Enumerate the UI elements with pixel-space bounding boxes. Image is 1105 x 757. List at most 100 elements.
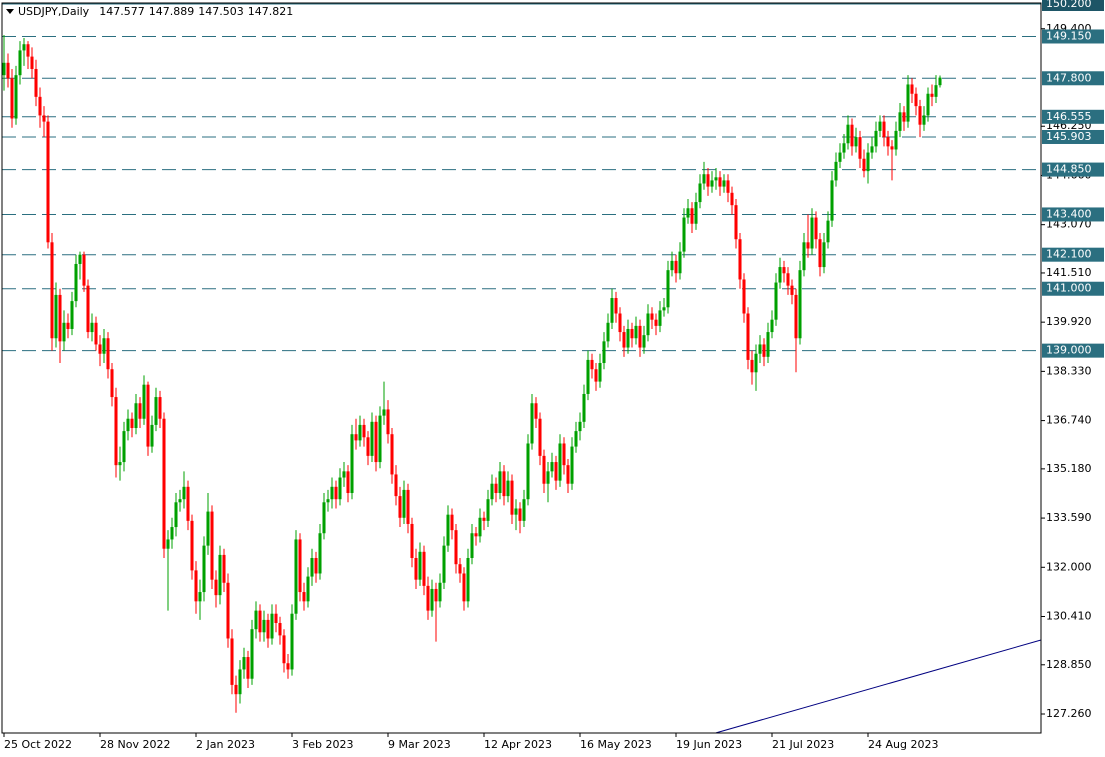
y-tick-label: 127.260 [1046, 707, 1092, 720]
level-label: 149.150 [1046, 29, 1092, 42]
candle-body [434, 588, 438, 602]
candle-body [194, 570, 198, 602]
candle-body [298, 539, 302, 593]
level-box [1042, 162, 1104, 177]
candle-body [46, 121, 50, 243]
level-box [1042, 281, 1104, 296]
candle-body [514, 508, 518, 515]
candle-body [542, 455, 546, 484]
candle-body [674, 260, 678, 274]
candle-body [62, 322, 66, 342]
candle-body [314, 558, 318, 574]
candle-body [910, 84, 914, 94]
candle-body [754, 353, 758, 373]
candle-body [826, 220, 830, 243]
candle-body [526, 443, 530, 500]
candle-body [546, 471, 550, 484]
candle-body [922, 115, 926, 125]
candle-body [618, 313, 622, 333]
candle-body [18, 50, 22, 76]
candle-body [862, 158, 866, 172]
candle-body [382, 409, 386, 416]
candle-body [58, 294, 62, 342]
chart-title: USDJPY,Daily [18, 5, 90, 18]
candle-body [938, 77, 942, 86]
candle-body [266, 619, 270, 639]
candle-body [722, 180, 726, 187]
candle-body [6, 62, 10, 79]
candle-body [66, 322, 70, 329]
candle-body [318, 533, 322, 574]
candle-body [646, 313, 650, 336]
candle-body [234, 684, 238, 695]
candle-body [398, 496, 402, 518]
candle-body [498, 471, 502, 494]
candle-body [22, 44, 26, 51]
candle-body [822, 242, 826, 268]
candle-body [170, 527, 174, 540]
candle-body [658, 310, 662, 326]
candle-body [142, 384, 146, 419]
candle-body [562, 443, 566, 466]
candle-body [866, 152, 870, 172]
candle-body [54, 294, 58, 339]
candle-body [330, 486, 334, 500]
candle-body [606, 322, 610, 342]
candle-body [166, 539, 170, 549]
candle-body [494, 483, 498, 494]
candle-body [138, 403, 142, 419]
candle-body [270, 613, 274, 639]
candle-body [390, 434, 394, 475]
candle-body [394, 474, 398, 497]
candle-body [506, 480, 510, 497]
candle-body [598, 363, 602, 382]
candle-body [326, 499, 330, 503]
candle-body [486, 499, 490, 521]
candle-body [470, 533, 474, 559]
candle-body [254, 610, 258, 630]
candle-body [74, 263, 78, 302]
level-label: 142.100 [1046, 248, 1092, 261]
y-tick-label: 130.410 [1046, 610, 1092, 623]
candle-body [694, 202, 698, 224]
y-tick-label: 138.330 [1046, 364, 1092, 377]
candle-body [634, 325, 638, 339]
candle-body [362, 424, 366, 438]
x-tick-label: 25 Oct 2022 [4, 738, 72, 751]
candle-body [838, 152, 842, 162]
candle-body [678, 251, 682, 274]
candle-body [738, 239, 742, 280]
candle-body [466, 558, 470, 602]
candle-body [426, 585, 430, 611]
candle-body [350, 434, 354, 494]
candle-body [162, 418, 166, 549]
candle-body [154, 397, 158, 425]
candle-body [262, 619, 266, 633]
candle-body [258, 610, 262, 633]
candle-body [354, 434, 358, 441]
candle-body [622, 332, 626, 348]
candle-body [490, 483, 494, 500]
plot-border [1, 2, 1042, 734]
candle-body [810, 217, 814, 249]
candle-body [734, 205, 738, 240]
candle-body [582, 393, 586, 422]
candle-body [114, 397, 118, 466]
candle-body [578, 421, 582, 432]
candle-body [638, 325, 642, 348]
candle-body [626, 328, 630, 348]
level-label: 145.903 [1046, 130, 1092, 143]
y-tick-label: 141.510 [1046, 266, 1092, 279]
x-tick-label: 21 Jul 2023 [772, 738, 834, 751]
candle-body [854, 137, 858, 147]
candle-body [594, 369, 598, 382]
x-tick-label: 2 Jan 2023 [196, 738, 255, 751]
candle-body [182, 486, 186, 500]
candle-body [294, 539, 298, 614]
header-low: 147.503 [198, 5, 244, 18]
level-box [1042, 29, 1104, 44]
candle-body [882, 121, 886, 138]
candle-body [338, 477, 342, 500]
